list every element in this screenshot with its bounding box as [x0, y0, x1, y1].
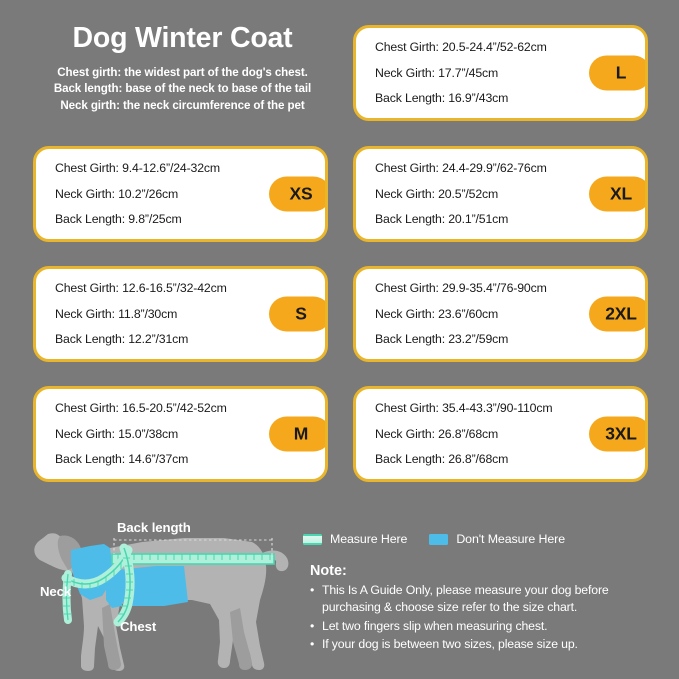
note-item: • This Is A Guide Only, please measure y… — [310, 582, 670, 617]
neck-girth-value: Neck Girth: 17.7”/45cm — [375, 65, 499, 80]
size-card-lines: Chest Girth: 9.4-12.6”/24-32cm Neck Girt… — [55, 149, 325, 239]
note-item: • If your dog is between two sizes, plea… — [310, 636, 670, 653]
size-card-lines: Chest Girth: 20.5-24.4”/52-62cm Neck Gir… — [375, 28, 645, 118]
measure-tape-swatch-icon — [303, 533, 322, 545]
legend: Measure Here Don't Measure Here — [303, 532, 565, 546]
chest-girth-value: Chest Girth: 16.5-20.5”/42-52cm — [55, 401, 227, 416]
neck-girth-value: Neck Girth: 20.5”/52cm — [375, 186, 499, 201]
coat-swatch-icon — [429, 533, 449, 545]
note-text: Let two fingers slip when measuring ches… — [322, 618, 548, 633]
size-card-lines: Chest Girth: 35.4-43.3”/90-110cm Neck Gi… — [375, 389, 645, 479]
size-card-lines: Chest Girth: 12.6-16.5”/32-42cm Neck Gir… — [55, 269, 325, 359]
size-card-M[interactable]: Chest Girth: 16.5-20.5”/42-52cm Neck Gir… — [33, 386, 328, 482]
size-card-XS[interactable]: Chest Girth: 9.4-12.6”/24-32cm Neck Girt… — [33, 146, 328, 242]
subtitle-line-1: Chest girth: the widest part of the dog'… — [57, 65, 308, 79]
neck-girth-value: Neck Girth: 26.8”/68cm — [375, 426, 499, 441]
size-badge-L[interactable]: L — [589, 55, 645, 91]
size-card-XL[interactable]: Chest Girth: 24.4-29.9”/62-76cm Neck Gir… — [353, 146, 648, 242]
neck-girth-value: Neck Girth: 10.2”/26cm — [55, 186, 179, 201]
chest-girth-value: Chest Girth: 29.9-35.4”/76-90cm — [375, 281, 547, 296]
size-card-lines: Chest Girth: 24.4-29.9”/62-76cm Neck Gir… — [375, 149, 645, 239]
coat-chest-region — [106, 566, 188, 608]
size-badge-2XL[interactable]: 2XL — [589, 296, 645, 332]
bullet-icon: • — [310, 583, 315, 597]
size-card-L[interactable]: Chest Girth: 20.5-24.4”/52-62cm Neck Gir… — [353, 25, 648, 121]
size-card-2XL[interactable]: Chest Girth: 29.9-35.4”/76-90cm Neck Gir… — [353, 266, 648, 362]
back-length-label: Back length — [117, 520, 191, 535]
back-length-value: Back Length: 14.6”/37cm — [55, 452, 189, 467]
bullet-icon: • — [310, 637, 315, 652]
note-text: If your dog is between two sizes, please… — [322, 637, 578, 652]
neck-label: Neck — [40, 584, 72, 599]
size-badge-XL[interactable]: XL — [589, 176, 645, 212]
size-card-lines: Chest Girth: 16.5-20.5”/42-52cm Neck Gir… — [55, 389, 325, 479]
size-badge-XS[interactable]: XS — [269, 176, 325, 212]
header: Dog Winter Coat Chest girth: the widest … — [20, 22, 345, 114]
size-badge-S[interactable]: S — [269, 296, 325, 332]
chest-girth-value: Chest Girth: 24.4-29.9”/62-76cm — [375, 161, 547, 176]
chest-label: Chest — [120, 619, 157, 634]
size-badge-M[interactable]: M — [269, 416, 325, 452]
back-length-value: Back Length: 26.8”/68cm — [375, 452, 509, 467]
chest-girth-value: Chest Girth: 12.6-16.5”/32-42cm — [55, 281, 227, 296]
notes-title: Note: — [310, 563, 347, 579]
note-item: • Let two fingers slip when measuring ch… — [310, 618, 670, 635]
back-length-value: Back Length: 12.2”/31cm — [55, 332, 189, 347]
legend-item-measure-here: Measure Here — [303, 532, 407, 546]
chest-girth-value: Chest Girth: 20.5-24.4”/52-62cm — [375, 40, 547, 55]
dog-illustration-svg — [34, 533, 289, 671]
size-card-lines: Chest Girth: 29.9-35.4”/76-90cm Neck Gir… — [375, 269, 645, 359]
legend-item-dont-measure-here: Don't Measure Here — [429, 532, 565, 546]
size-badge-3XL[interactable]: 3XL — [589, 416, 645, 452]
note-text: This Is A Guide Only, please measure you… — [322, 583, 609, 615]
chest-girth-value: Chest Girth: 35.4-43.3”/90-110cm — [375, 401, 553, 416]
legend-label-dont-measure-here: Don't Measure Here — [456, 532, 565, 546]
neck-girth-value: Neck Girth: 11.8”/30cm — [55, 306, 178, 321]
size-card-S[interactable]: Chest Girth: 12.6-16.5”/32-42cm Neck Gir… — [33, 266, 328, 362]
page-subtitle: Chest girth: the widest part of the dog'… — [20, 65, 345, 114]
size-card-3XL[interactable]: Chest Girth: 35.4-43.3”/90-110cm Neck Gi… — [353, 386, 648, 482]
back-length-value: Back Length: 20.1”/51cm — [375, 212, 509, 227]
chest-tape — [62, 543, 135, 627]
subtitle-line-2: Back length: base of the neck to base of… — [53, 82, 312, 96]
bullet-icon: • — [310, 618, 315, 633]
page-title: Dog Winter Coat — [72, 22, 293, 54]
notes-section: Note: • This Is A Guide Only, please mea… — [310, 563, 670, 654]
neck-girth-value: Neck Girth: 15.0”/38cm — [55, 426, 179, 441]
subtitle-line-3: Neck girth: the neck circumference of th… — [60, 98, 305, 112]
dog-diagram — [24, 508, 292, 674]
chest-girth-value: Chest Girth: 9.4-12.6”/24-32cm — [55, 161, 220, 176]
back-length-value: Back Length: 9.8”/25cm — [55, 212, 182, 227]
neck-girth-value: Neck Girth: 23.6”/60cm — [375, 306, 499, 321]
back-length-value: Back Length: 23.2”/59cm — [375, 332, 509, 347]
legend-label-measure-here: Measure Here — [330, 532, 408, 546]
back-length-value: Back Length: 16.9”/43cm — [375, 91, 509, 106]
